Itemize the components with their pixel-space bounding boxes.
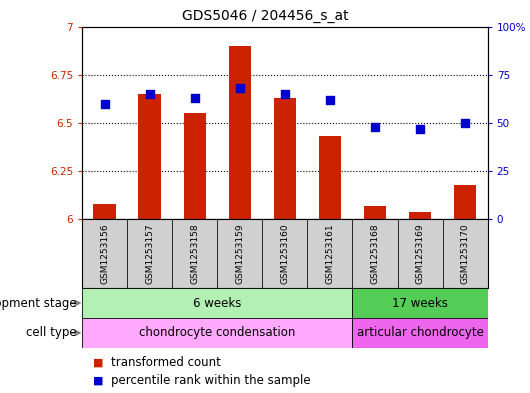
Text: GSM1253157: GSM1253157 [145,223,154,284]
Point [281,91,289,97]
Text: development stage: development stage [0,296,77,310]
Bar [262,219,307,288]
Bar [409,211,431,219]
Text: 6 weeks: 6 weeks [193,296,242,310]
Bar [82,288,352,318]
Bar [82,318,352,348]
Bar [319,136,341,219]
Point [235,85,244,92]
Point [371,124,379,130]
Point [326,97,334,103]
Bar [217,219,262,288]
Text: GSM1253160: GSM1253160 [280,223,289,284]
Text: GSM1253170: GSM1253170 [461,223,470,284]
Bar [443,219,488,288]
Text: ■: ■ [93,357,103,367]
Bar [352,288,488,318]
Bar [183,114,206,219]
Bar [273,98,296,219]
Text: percentile rank within the sample: percentile rank within the sample [111,374,311,387]
Point [461,120,470,126]
Bar [398,219,443,288]
Point [191,95,199,101]
Point [416,126,425,132]
Text: articular chondrocyte: articular chondrocyte [357,326,483,340]
Text: GSM1253158: GSM1253158 [190,223,199,284]
Text: GSM1253156: GSM1253156 [100,223,109,284]
Text: GSM1253168: GSM1253168 [370,223,379,284]
Bar [127,219,172,288]
Bar [172,219,217,288]
Text: GSM1253169: GSM1253169 [416,223,425,284]
Text: GSM1253159: GSM1253159 [235,223,244,284]
Text: 17 weeks: 17 weeks [392,296,448,310]
Text: GSM1253161: GSM1253161 [325,223,334,284]
Text: chondrocyte condensation: chondrocyte condensation [139,326,296,340]
Bar [307,219,352,288]
Bar [454,185,476,219]
Text: GDS5046 / 204456_s_at: GDS5046 / 204456_s_at [182,9,348,23]
Bar [82,219,127,288]
Text: ■: ■ [93,376,103,386]
Bar [352,219,398,288]
Bar [93,204,116,219]
Bar [352,318,488,348]
Point [145,91,154,97]
Bar [364,206,386,219]
Bar [228,46,251,219]
Bar [138,94,161,219]
Text: cell type: cell type [26,326,77,340]
Text: transformed count: transformed count [111,356,221,369]
Point [101,101,109,107]
